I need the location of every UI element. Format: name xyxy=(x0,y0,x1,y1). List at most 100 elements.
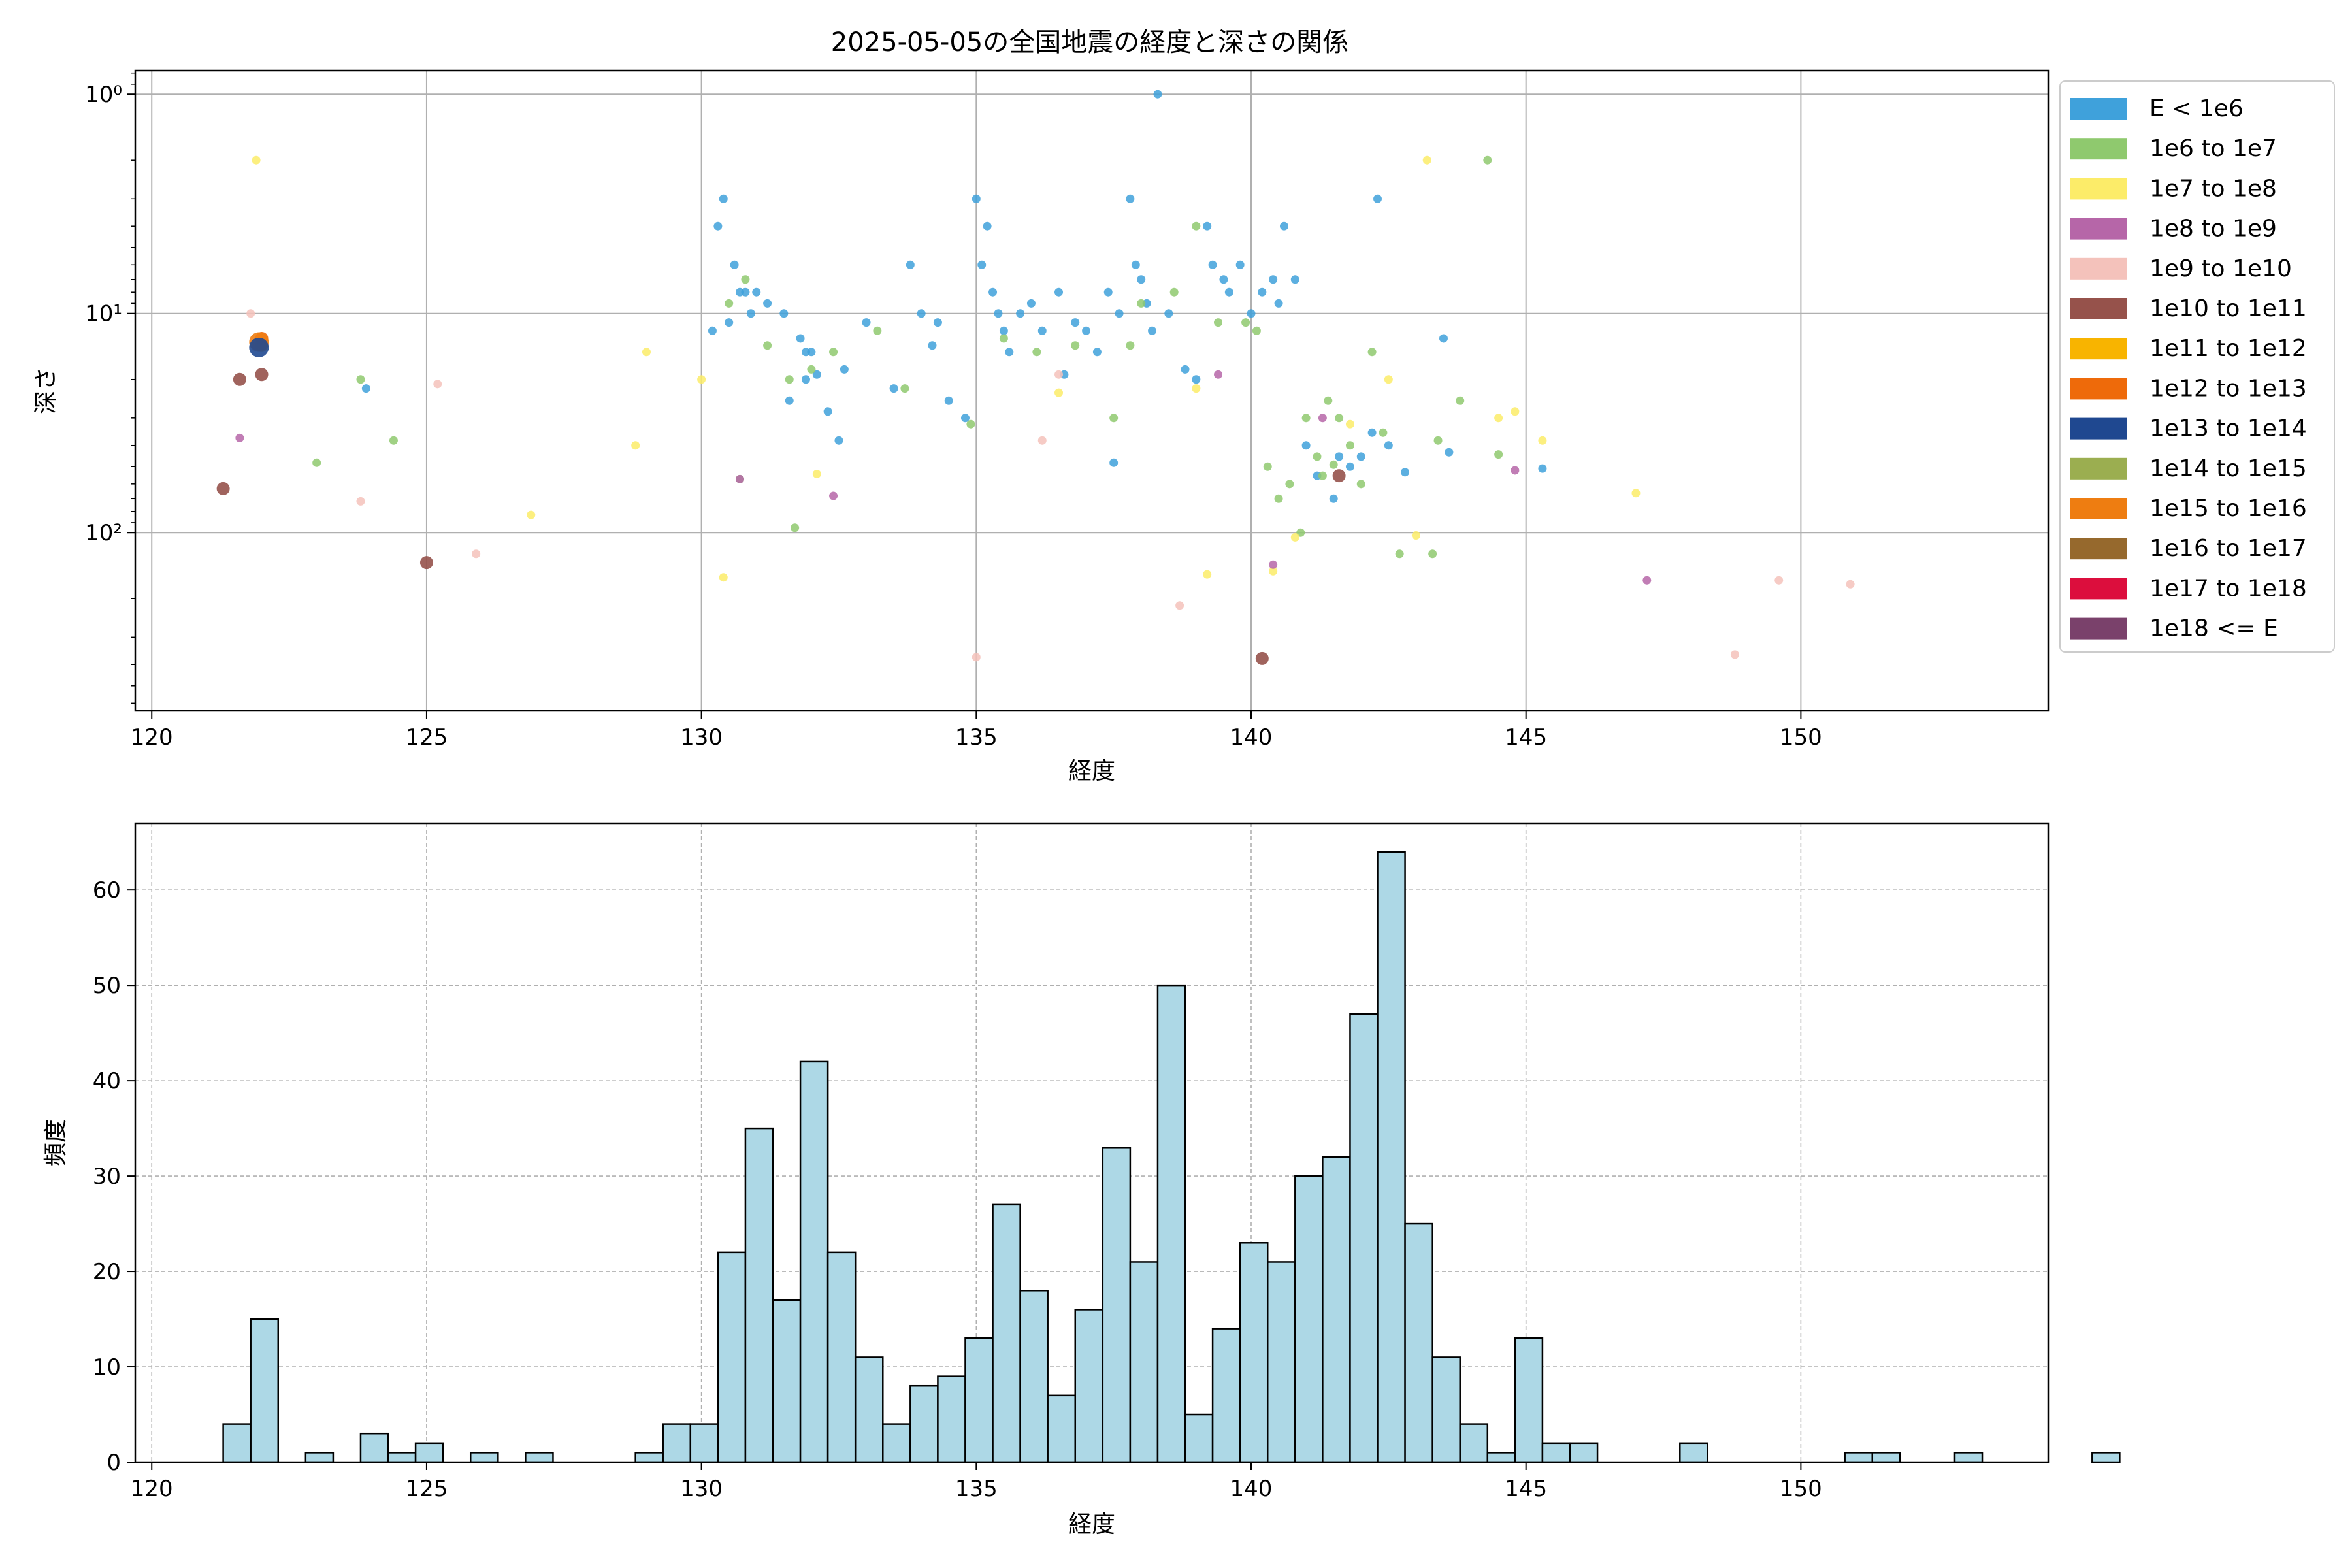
scatter-point xyxy=(1126,341,1135,350)
scatter-x-tick-label: 135 xyxy=(955,725,998,751)
histogram-bar xyxy=(1156,984,1186,1463)
scatter-point xyxy=(1148,326,1157,335)
scatter-point xyxy=(1247,309,1256,318)
legend-label: 1e12 to 1e13 xyxy=(2149,375,2307,402)
legend-swatch xyxy=(2070,178,2127,200)
scatter-point xyxy=(356,497,365,506)
histogram-bar xyxy=(772,1299,802,1463)
scatter-point xyxy=(966,419,975,429)
scatter-point xyxy=(1103,287,1113,297)
histogram-bar xyxy=(1349,1013,1379,1463)
scatter-point xyxy=(1269,566,1278,576)
scatter-x-tick-label: 130 xyxy=(680,725,723,751)
scatter-point xyxy=(1335,414,1344,423)
scatter-point xyxy=(1054,370,1064,379)
scatter-point xyxy=(1511,407,1520,416)
scatter-point xyxy=(1214,318,1223,327)
scatter-point xyxy=(763,341,772,350)
scatter-point xyxy=(1255,651,1269,665)
scatter-point xyxy=(1054,287,1064,297)
scatter-point xyxy=(433,380,442,389)
scatter-point xyxy=(1269,275,1278,284)
scatter-point xyxy=(1324,396,1333,405)
histogram-bar xyxy=(304,1452,335,1463)
scatter-point xyxy=(889,384,898,393)
legend-label: 1e11 to 1e12 xyxy=(2149,335,2307,362)
scatter-point xyxy=(1026,299,1036,308)
legend-swatch xyxy=(2070,298,2127,319)
histogram-bar xyxy=(1019,1290,1049,1463)
scatter-point xyxy=(972,653,981,662)
scatter-point xyxy=(779,309,789,318)
histogram-bar xyxy=(1184,1413,1214,1463)
scatter-point xyxy=(840,365,849,374)
scatter-point xyxy=(1395,549,1404,559)
histogram-bar xyxy=(662,1423,692,1463)
scatter-point xyxy=(999,326,1008,335)
histogram-bar xyxy=(2091,1452,2121,1463)
scatter-point xyxy=(801,348,810,357)
scatter-point xyxy=(1274,494,1283,503)
legend-swatch xyxy=(2070,617,2127,640)
scatter-point xyxy=(1071,341,1080,350)
histogram-bar xyxy=(1102,1147,1132,1463)
histogram-bar xyxy=(1844,1452,1874,1463)
scatter-point xyxy=(829,348,838,357)
scatter-point xyxy=(1332,469,1346,483)
histogram-bar xyxy=(1266,1261,1296,1463)
scatter-point xyxy=(1411,531,1420,540)
scatter-point xyxy=(246,309,255,318)
scatter-point xyxy=(862,318,871,327)
histogram-bar xyxy=(1431,1356,1461,1463)
scatter-point xyxy=(1301,441,1311,450)
scatter-point xyxy=(829,491,838,500)
histogram-bar xyxy=(937,1375,966,1463)
scatter-point xyxy=(977,260,987,269)
histogram-y-tick-label: 0 xyxy=(106,1450,121,1476)
histogram-bar xyxy=(799,1060,829,1463)
scatter-point xyxy=(1164,309,1173,318)
scatter-point xyxy=(741,275,750,284)
scatter-x-label: 経度 xyxy=(1068,758,1115,785)
histogram-bar xyxy=(1871,1452,1901,1463)
legend-swatch xyxy=(2070,338,2127,360)
scatter-point xyxy=(719,573,728,582)
histogram-bar xyxy=(1459,1423,1489,1463)
scatter-point xyxy=(1367,428,1377,437)
scatter-point xyxy=(1175,601,1184,610)
scatter-point xyxy=(873,326,882,335)
histogram-y-tick-label: 60 xyxy=(93,877,121,904)
scatter-point xyxy=(785,396,794,405)
scatter-point xyxy=(1356,480,1365,489)
scatter-point xyxy=(1428,549,1437,559)
histogram-bar xyxy=(1322,1156,1351,1463)
scatter-point xyxy=(944,396,953,405)
scatter-point xyxy=(812,469,821,478)
scatter-point xyxy=(1538,436,1547,445)
scatter-points xyxy=(216,90,1855,665)
histogram-x-tick-label: 125 xyxy=(405,1476,448,1502)
scatter-point xyxy=(1445,448,1454,457)
scatter-point xyxy=(906,260,915,269)
scatter-point xyxy=(1511,466,1520,475)
histogram-bar xyxy=(826,1251,857,1463)
histogram-bar xyxy=(1514,1337,1544,1463)
legend-label: 1e13 to 1e14 xyxy=(2149,416,2307,442)
scatter-point xyxy=(1235,260,1245,269)
scatter-point xyxy=(785,375,794,384)
legend-swatch xyxy=(2070,257,2127,280)
scatter-point xyxy=(725,299,734,308)
scatter-point xyxy=(719,194,728,203)
scatter-point xyxy=(1774,576,1784,585)
scatter-point xyxy=(746,309,755,318)
scatter-point xyxy=(1071,318,1080,327)
histogram-y-tick-label: 10 xyxy=(93,1354,121,1380)
legend-label: 1e7 to 1e8 xyxy=(2149,175,2277,202)
scatter-point xyxy=(1224,287,1233,297)
scatter-point xyxy=(900,384,909,393)
scatter-point xyxy=(1433,436,1443,445)
scatter-point xyxy=(834,436,843,445)
scatter-point xyxy=(631,441,640,450)
histogram-y-tick-label: 50 xyxy=(93,973,121,999)
scatter-point xyxy=(1203,221,1212,231)
